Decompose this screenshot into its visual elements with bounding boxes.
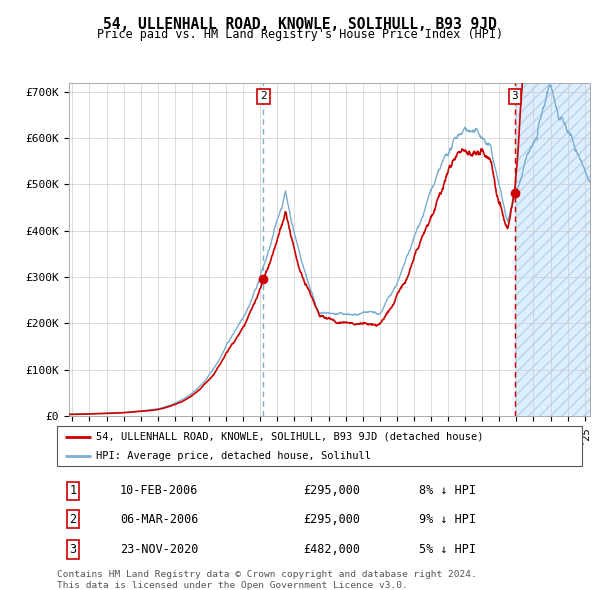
Text: £295,000: £295,000 xyxy=(304,484,361,497)
Text: 3: 3 xyxy=(69,543,76,556)
Text: 06-MAR-2006: 06-MAR-2006 xyxy=(120,513,199,526)
Text: £295,000: £295,000 xyxy=(304,513,361,526)
Text: 54, ULLENHALL ROAD, KNOWLE, SOLIHULL, B93 9JD (detached house): 54, ULLENHALL ROAD, KNOWLE, SOLIHULL, B9… xyxy=(97,432,484,442)
Text: 8% ↓ HPI: 8% ↓ HPI xyxy=(419,484,476,497)
Text: HPI: Average price, detached house, Solihull: HPI: Average price, detached house, Soli… xyxy=(97,451,371,461)
Bar xyxy=(515,83,590,416)
Bar xyxy=(515,83,590,416)
Text: 54, ULLENHALL ROAD, KNOWLE, SOLIHULL, B93 9JD: 54, ULLENHALL ROAD, KNOWLE, SOLIHULL, B9… xyxy=(103,17,497,31)
Text: Price paid vs. HM Land Registry's House Price Index (HPI): Price paid vs. HM Land Registry's House … xyxy=(97,28,503,41)
Text: Contains HM Land Registry data © Crown copyright and database right 2024.: Contains HM Land Registry data © Crown c… xyxy=(57,570,477,579)
Text: 3: 3 xyxy=(511,91,518,101)
Text: 2: 2 xyxy=(260,91,267,101)
Text: 10-FEB-2006: 10-FEB-2006 xyxy=(120,484,199,497)
Text: This data is licensed under the Open Government Licence v3.0.: This data is licensed under the Open Gov… xyxy=(57,581,408,589)
Text: 5% ↓ HPI: 5% ↓ HPI xyxy=(419,543,476,556)
Text: 9% ↓ HPI: 9% ↓ HPI xyxy=(419,513,476,526)
FancyBboxPatch shape xyxy=(57,426,582,466)
Text: 1: 1 xyxy=(69,484,76,497)
Text: £482,000: £482,000 xyxy=(304,543,361,556)
Text: 2: 2 xyxy=(69,513,76,526)
Text: 23-NOV-2020: 23-NOV-2020 xyxy=(120,543,199,556)
